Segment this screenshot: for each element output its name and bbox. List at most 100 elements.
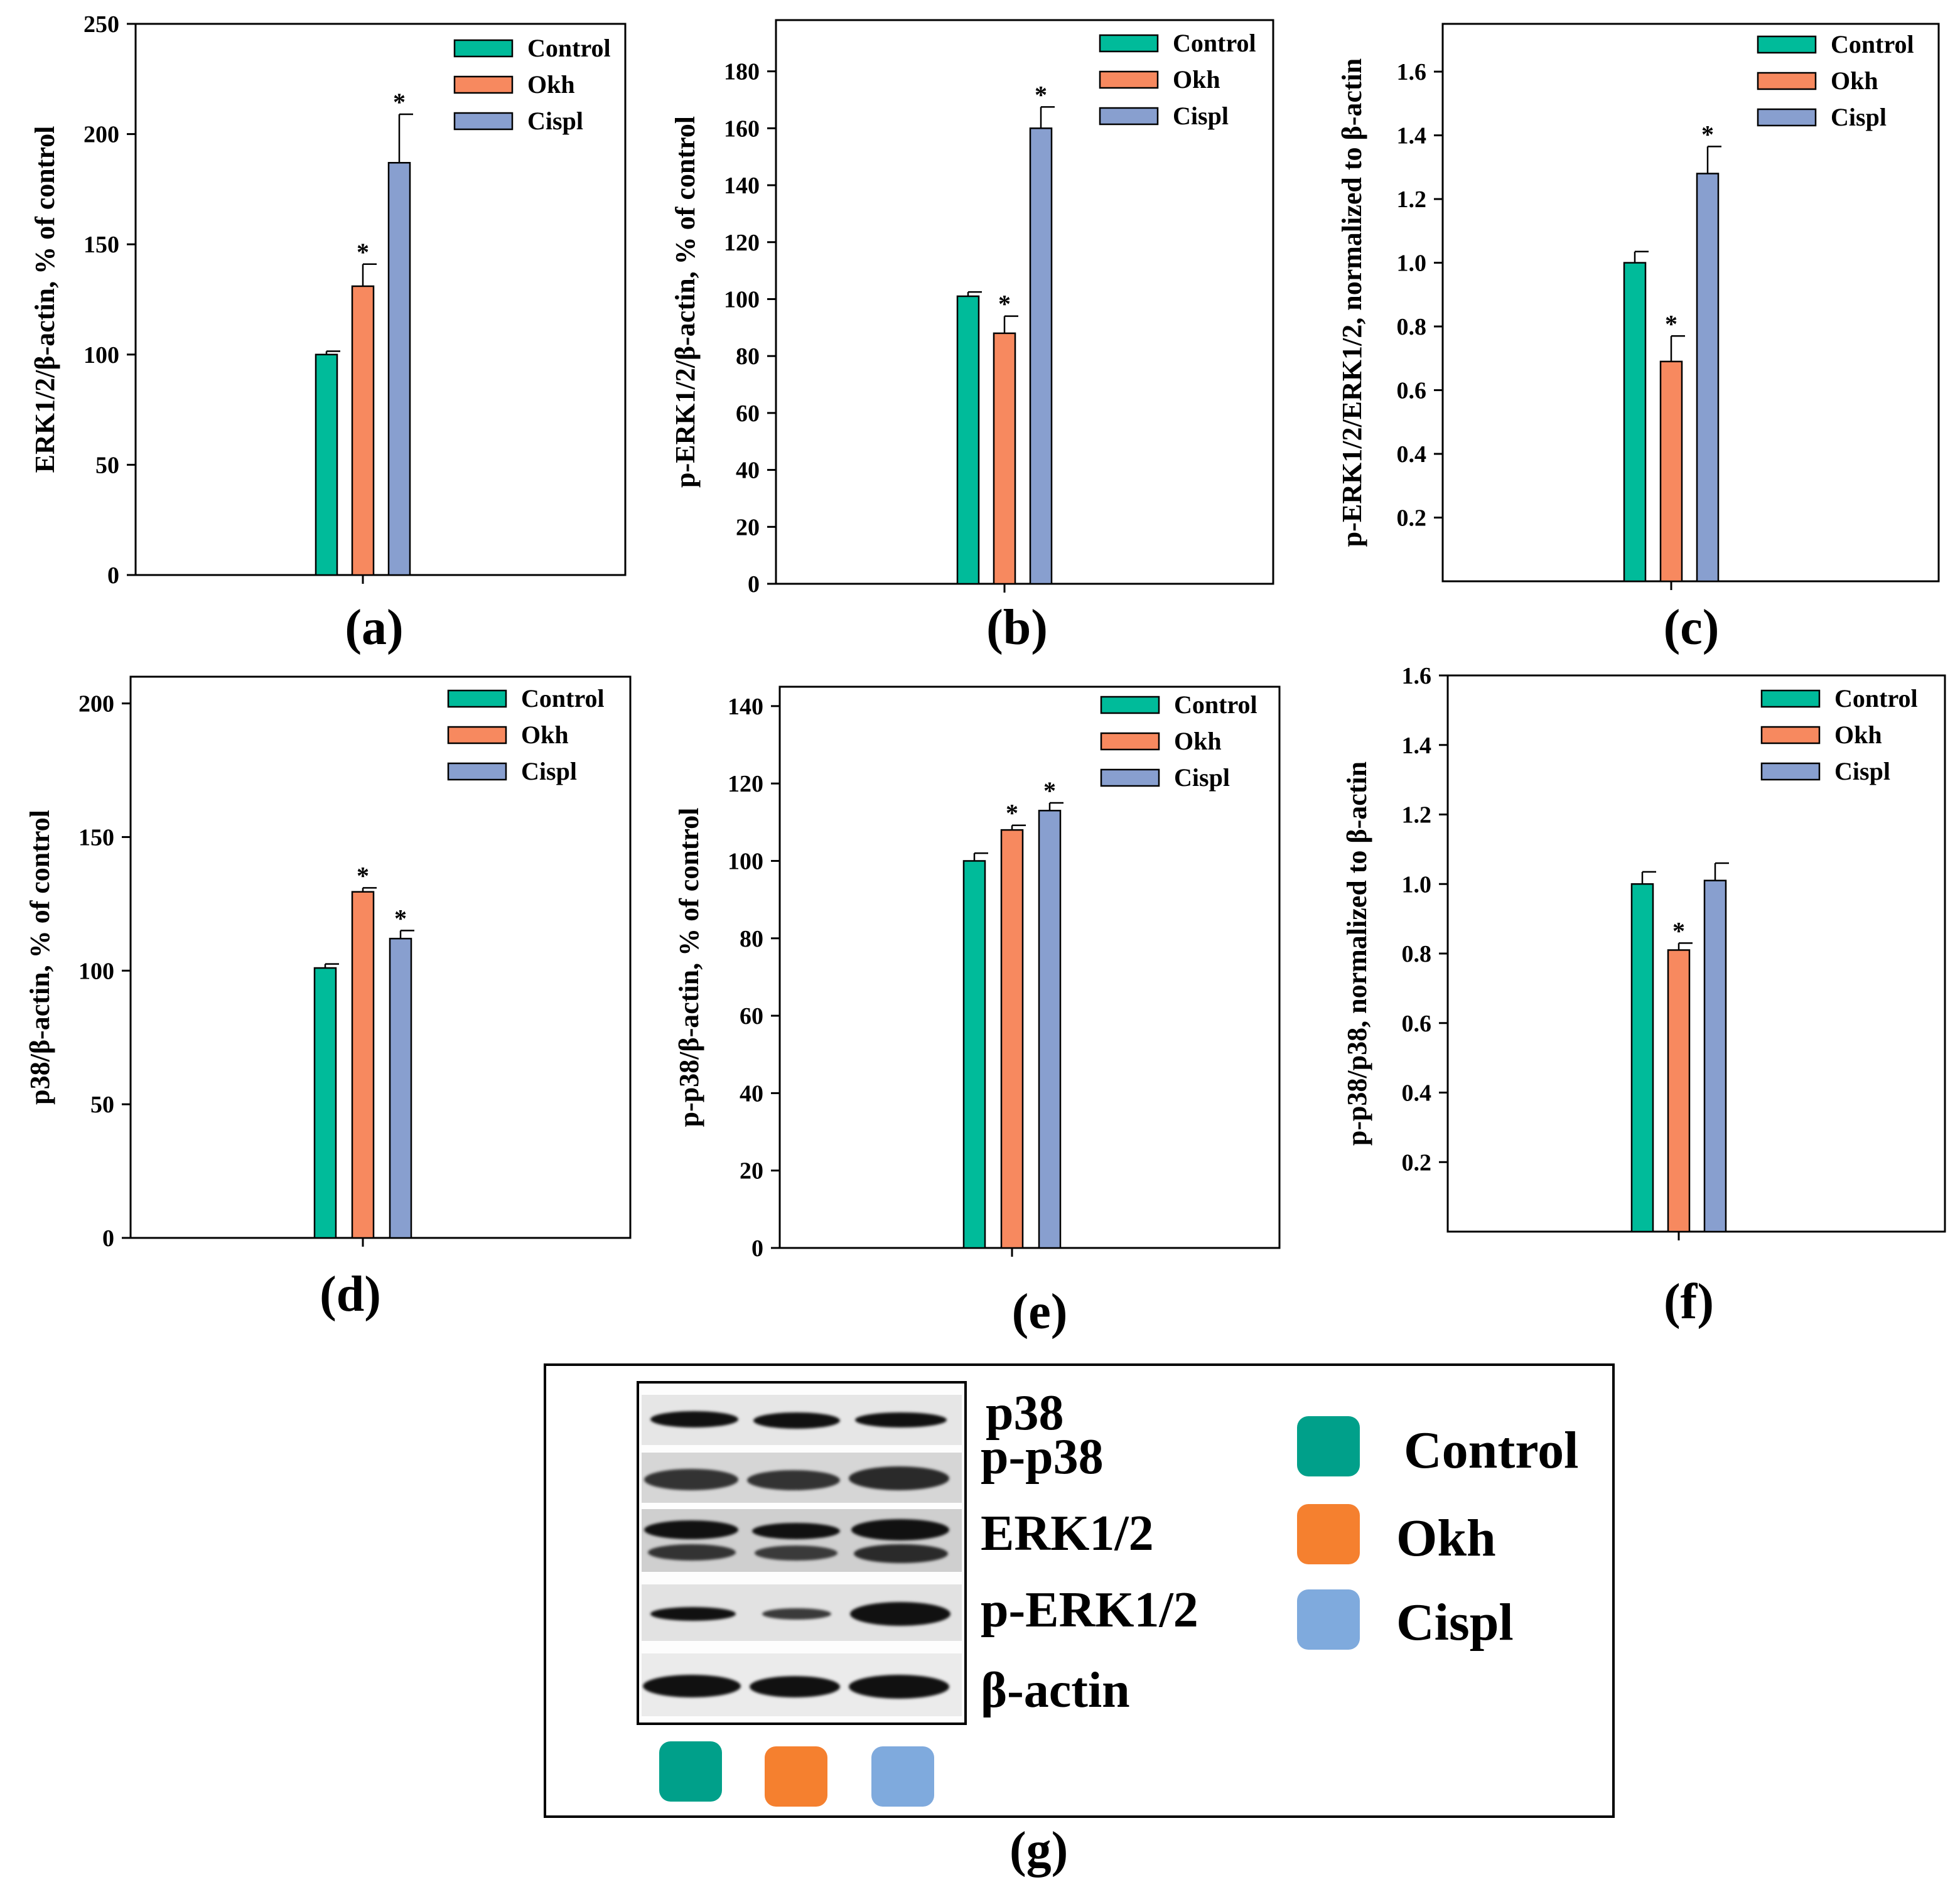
y-axis-title: p-p38/p38, normalized to β-actin [1342,761,1372,1146]
bar-control [1623,262,1647,583]
y-tick-label: 0.2 [1402,1149,1432,1176]
band-p38-control [650,1411,738,1427]
plot-frame [134,23,627,576]
band-erk-control-lower [648,1544,736,1561]
band-p38-cispl [855,1412,947,1427]
y-tick-label: 160 [724,116,760,142]
band-p38-okh [753,1412,840,1429]
y-tick-label: 100 [78,958,114,984]
legend-label-cispl: Cispl [1173,102,1229,130]
y-tick-label: 200 [78,691,114,718]
legend-swatch-control [447,689,507,708]
y-tick-label: 100 [728,848,763,874]
y-tick-label: 40 [740,1080,763,1107]
legend-swatch-control [1760,689,1821,708]
bar-okh [351,891,375,1239]
legend-label-okh: Okh [1173,65,1220,94]
legend-swatch-okh [447,726,507,744]
y-tick-label: 1.0 [1402,871,1432,898]
y-tick-label: 80 [740,926,763,952]
band-erk-cispl-upper [851,1519,949,1540]
y-tick-label: 1.6 [1397,59,1427,85]
y-tick-label: 0 [751,1235,763,1262]
legend-swatch-okh [1760,726,1821,744]
panel-label: (f) [1664,1274,1714,1330]
band-pp38-okh [747,1470,840,1490]
legend-label-cispl: Cispl [1831,103,1887,131]
legend-label-okh: Okh [1834,721,1882,749]
band-erk-okh-upper [752,1523,840,1539]
legend-swatch-okh [1100,732,1160,751]
significance-star-okh: * [1672,916,1685,945]
bar-okh [1659,360,1683,583]
band-perk-control [650,1607,736,1621]
y-tick-label: 150 [78,824,114,851]
panel-label: (a) [345,600,403,655]
bar-okh [993,332,1016,585]
significance-star-okh: * [357,238,369,266]
y-axis-title: p-p38/β-actin, % of control [674,808,704,1127]
significance-star-cispl: * [394,904,407,932]
legend-label-control: Control [521,684,605,712]
y-axis-title: p38/β-actin, % of control [24,810,55,1105]
y-tick-label: 0 [102,1225,114,1252]
y-tick-label: 60 [740,1003,763,1029]
y-tick-label: 150 [83,232,119,258]
band-actin-cispl [849,1675,949,1699]
bar-control [1630,883,1654,1233]
legend-swatch-control [453,39,514,58]
legend-label-okh: Okh [527,70,575,99]
blot-legend-okh-swatch [1297,1504,1360,1564]
y-tick-label: 0.2 [1397,505,1427,532]
legend-label-control: Control [1834,684,1918,712]
band-perk-okh [762,1608,831,1620]
lane-marker-okh [765,1746,827,1807]
panel-label: (e) [1012,1284,1068,1340]
y-tick-label: 0.6 [1402,1011,1432,1037]
legend-label-control: Control [1174,691,1257,719]
band-pp38-cispl [849,1466,949,1490]
band-erk-control-upper [644,1520,738,1539]
legend-swatch-okh [1099,70,1159,89]
legend-swatch-okh [1757,72,1817,90]
chart-panel-a: 0 50 100 150 200 250 ERK1/2/β-actin, % of cont… [30,11,627,655]
bar-control [313,967,337,1239]
bar-cispl [1696,173,1720,583]
legend-label-okh: Okh [1831,67,1878,95]
blot-label-p-p38: p-p38 [981,1429,1104,1485]
plot-frame [778,685,1281,1249]
y-tick-label: 200 [83,122,119,148]
y-tick-label: 0.8 [1402,941,1432,967]
legend-swatch-cispl [1099,107,1159,126]
y-tick-label: 1.2 [1397,186,1427,213]
y-tick-label: 0.6 [1397,378,1427,404]
y-tick-label: 40 [736,458,760,484]
panel-label: (b) [986,600,1048,655]
legend-label-cispl: Cispl [1834,757,1890,785]
significance-star-cispl: * [393,88,406,116]
legend-swatch-cispl [453,112,514,131]
band-perk-cispl [850,1602,950,1626]
legend-swatch-control [1099,34,1159,53]
legend-label-okh: Okh [521,721,569,749]
y-tick-label: 80 [736,343,760,370]
panel-label: (d) [320,1267,381,1322]
legend-label-control: Control [1831,30,1914,58]
band-actin-control [643,1675,741,1697]
bar-cispl [1029,127,1053,585]
y-tick-label: 50 [90,1092,114,1118]
bar-cispl [1703,879,1727,1233]
chart-panel-e: 0 20 40 60 80 100 120 140 p-p38/β-actin, % of co… [674,685,1281,1340]
bar-control [315,353,338,576]
bar-okh [1000,829,1024,1249]
band-erk-okh-lower [755,1545,837,1561]
significance-star-okh: * [1006,799,1018,827]
legend-swatch-control [1100,696,1160,714]
significance-star-cispl: * [1035,80,1047,109]
band-erk-cispl-lower [854,1544,948,1563]
bar-control [962,860,986,1249]
y-tick-label: 180 [724,59,760,85]
western-blot-panel: p38 p-p38 ERK1/2 p-ERK1/2 β-actin Contro… [544,1363,1615,1818]
legend-label-cispl: Cispl [1174,763,1230,792]
